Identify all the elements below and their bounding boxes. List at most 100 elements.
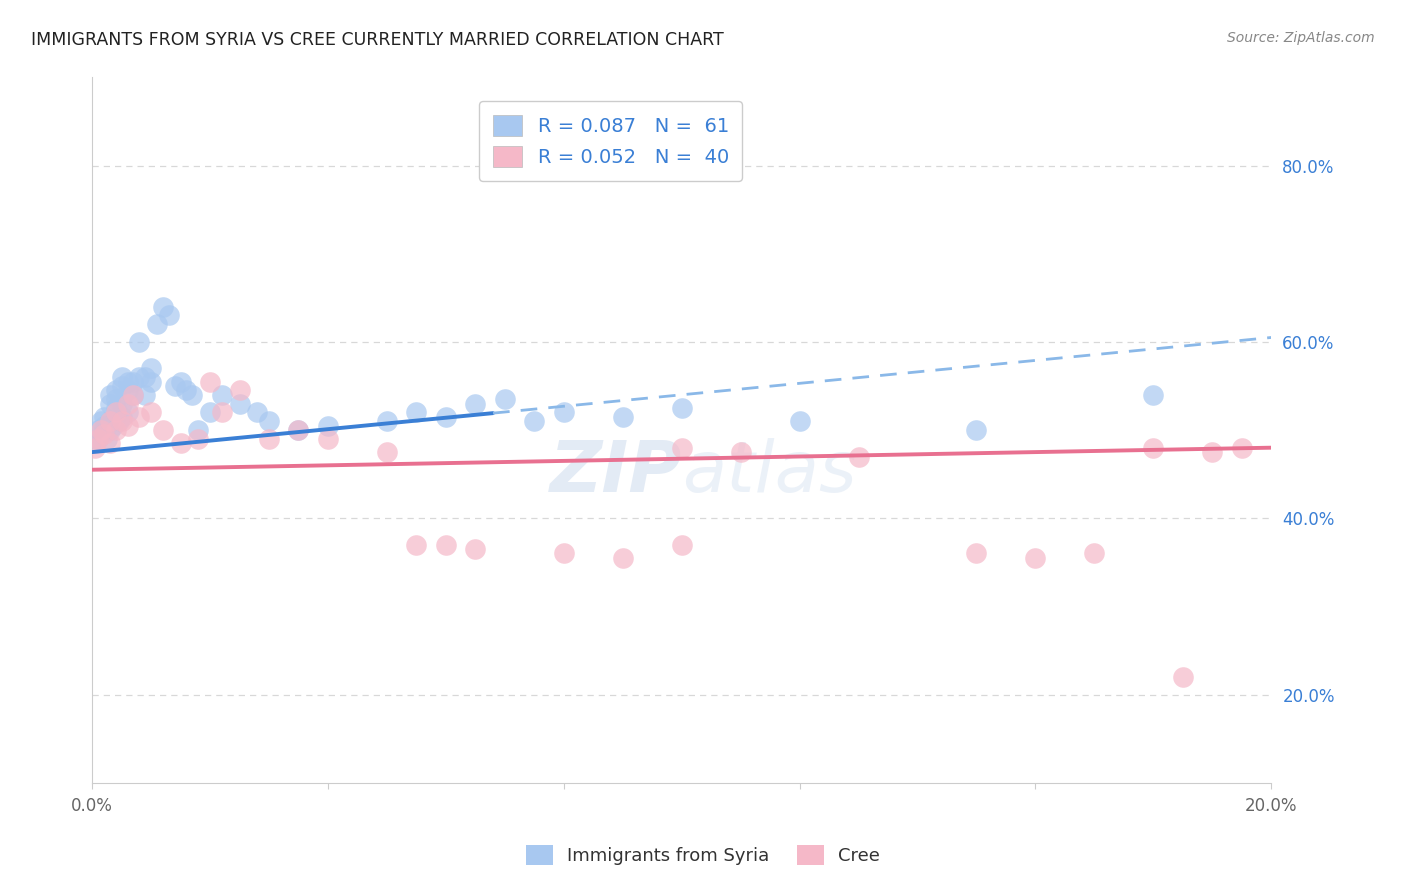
Point — [96, 432, 118, 446]
Point — [117, 384, 139, 398]
Point — [464, 396, 486, 410]
Point — [104, 401, 127, 415]
Point — [128, 409, 150, 424]
Point — [117, 396, 139, 410]
Point — [111, 409, 134, 424]
Point — [176, 384, 198, 398]
Point — [111, 396, 134, 410]
Point — [228, 396, 250, 410]
Point — [405, 405, 427, 419]
Point — [187, 432, 209, 446]
Legend: R = 0.087   N =  61, R = 0.052   N =  40: R = 0.087 N = 61, R = 0.052 N = 40 — [479, 102, 742, 180]
Point — [198, 375, 221, 389]
Text: IMMIGRANTS FROM SYRIA VS CREE CURRENTLY MARRIED CORRELATION CHART: IMMIGRANTS FROM SYRIA VS CREE CURRENTLY … — [31, 31, 724, 49]
Point — [163, 379, 186, 393]
Point — [139, 405, 162, 419]
Point — [671, 401, 693, 415]
Point — [1142, 441, 1164, 455]
Point — [316, 418, 339, 433]
Point — [187, 423, 209, 437]
Point — [848, 450, 870, 464]
Point — [246, 405, 269, 419]
Point — [181, 388, 204, 402]
Point — [128, 370, 150, 384]
Point — [228, 384, 250, 398]
Point — [104, 392, 127, 407]
Point — [157, 309, 180, 323]
Point — [93, 409, 115, 424]
Point — [93, 418, 115, 433]
Point — [464, 542, 486, 557]
Point — [90, 423, 112, 437]
Point — [1230, 441, 1253, 455]
Point — [134, 370, 156, 384]
Point — [122, 388, 145, 402]
Point — [523, 414, 546, 428]
Point — [612, 550, 634, 565]
Point — [98, 436, 121, 450]
Point — [1142, 388, 1164, 402]
Point — [128, 334, 150, 349]
Point — [553, 546, 575, 560]
Point — [405, 538, 427, 552]
Point — [98, 388, 121, 402]
Point — [211, 405, 233, 419]
Point — [87, 432, 110, 446]
Point — [198, 405, 221, 419]
Point — [375, 445, 398, 459]
Point — [90, 414, 112, 428]
Point — [122, 375, 145, 389]
Point — [169, 375, 191, 389]
Point — [134, 388, 156, 402]
Point — [104, 423, 127, 437]
Text: ZIP: ZIP — [550, 438, 682, 507]
Point — [104, 409, 127, 424]
Point — [287, 423, 309, 437]
Point — [257, 432, 280, 446]
Point — [553, 405, 575, 419]
Point — [111, 414, 134, 428]
Point — [257, 414, 280, 428]
Point — [84, 441, 107, 455]
Point — [965, 546, 987, 560]
Point — [117, 418, 139, 433]
Point — [87, 423, 110, 437]
Point — [434, 538, 457, 552]
Point — [152, 423, 174, 437]
Point — [139, 375, 162, 389]
Text: Source: ZipAtlas.com: Source: ZipAtlas.com — [1227, 31, 1375, 45]
Point — [111, 370, 134, 384]
Point — [965, 423, 987, 437]
Point — [1024, 550, 1046, 565]
Point — [494, 392, 516, 407]
Point — [152, 300, 174, 314]
Point — [93, 427, 115, 442]
Point — [612, 409, 634, 424]
Point — [316, 432, 339, 446]
Point — [789, 414, 811, 428]
Point — [1201, 445, 1223, 459]
Point — [434, 409, 457, 424]
Point — [287, 423, 309, 437]
Point — [1171, 670, 1194, 684]
Point — [169, 436, 191, 450]
Point — [111, 379, 134, 393]
Point — [117, 375, 139, 389]
Legend: Immigrants from Syria, Cree: Immigrants from Syria, Cree — [519, 838, 887, 872]
Point — [122, 388, 145, 402]
Point — [375, 414, 398, 428]
Point — [101, 418, 124, 433]
Point — [146, 318, 169, 332]
Point — [211, 388, 233, 402]
Point — [107, 414, 129, 428]
Point — [87, 432, 110, 446]
Point — [98, 396, 121, 410]
Point — [730, 445, 752, 459]
Point — [98, 423, 121, 437]
Point — [671, 538, 693, 552]
Point — [104, 384, 127, 398]
Point — [93, 423, 115, 437]
Point — [139, 361, 162, 376]
Point — [117, 405, 139, 419]
Point — [90, 427, 112, 442]
